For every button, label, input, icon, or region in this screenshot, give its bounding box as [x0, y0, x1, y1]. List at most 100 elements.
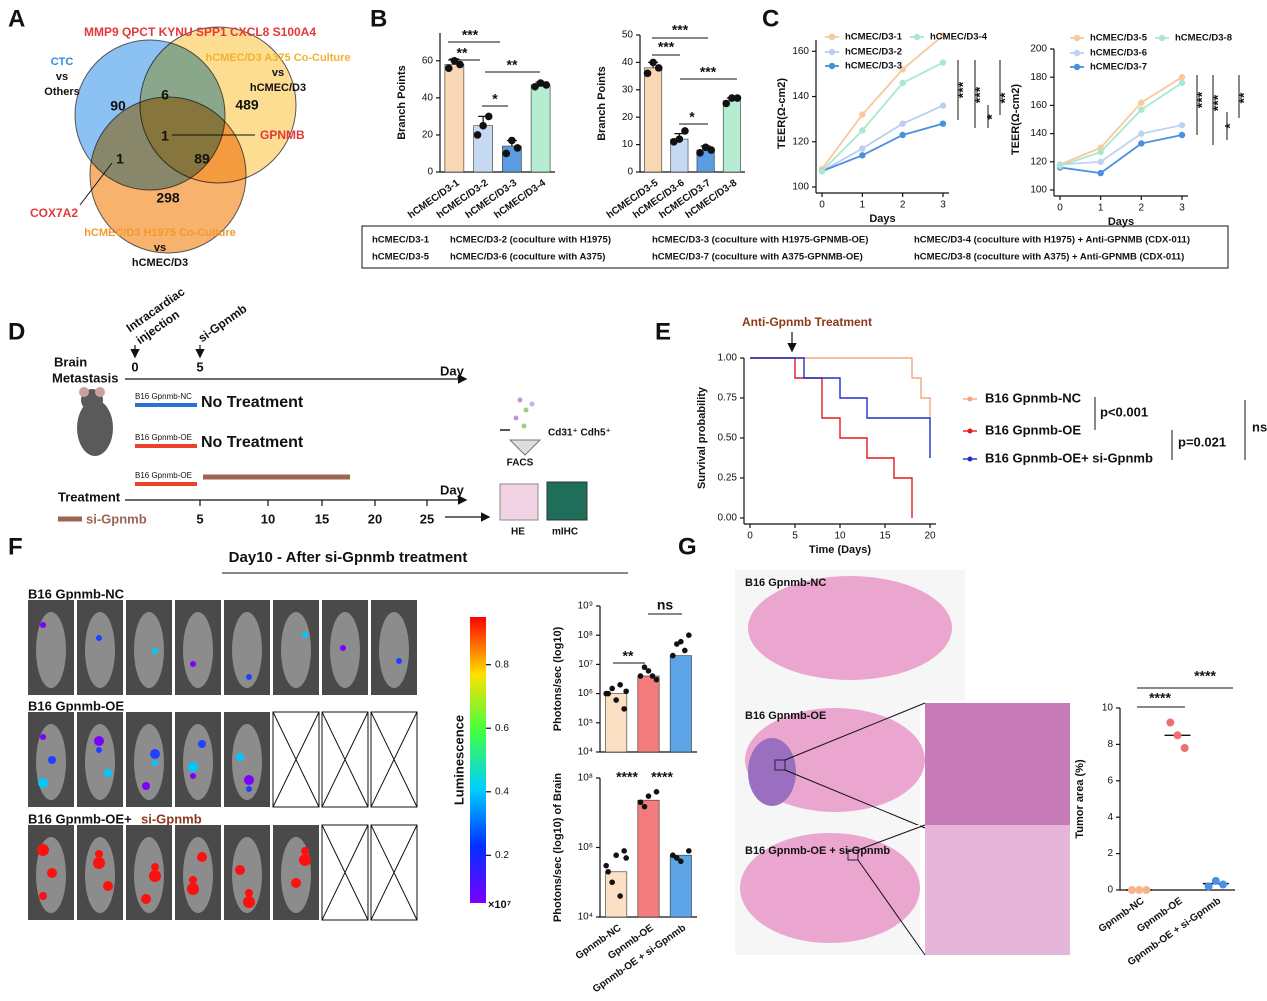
- mouse-image: [281, 612, 311, 688]
- label: HE: [511, 527, 525, 538]
- marker: [1138, 99, 1145, 106]
- data-point: [675, 135, 684, 143]
- annotation: ***: [672, 22, 689, 38]
- signal: [151, 863, 159, 871]
- set-label: CTC: [51, 56, 74, 68]
- region-count: 90: [110, 98, 126, 114]
- marker: [1097, 148, 1104, 156]
- y-tick-label: 10⁶: [578, 842, 593, 853]
- marker: [859, 127, 866, 134]
- data-point: [649, 673, 656, 679]
- annotation: ***: [462, 27, 479, 43]
- region-count: 1: [116, 151, 124, 167]
- y-axis-label: TEER(Ω-cm2): [776, 78, 788, 149]
- group-label: B16 Gpnmb-OE: [135, 471, 192, 480]
- annotation: **: [457, 45, 468, 61]
- region-count: 6: [161, 87, 169, 103]
- data-point: [728, 94, 736, 102]
- legend-label: hCMEC/D3-5: [1090, 33, 1148, 44]
- section-title: Day10 - After si-Gpnmb treatment: [229, 549, 468, 566]
- signal: [198, 740, 206, 748]
- data-point: [609, 879, 615, 886]
- y-tick-label: 60: [422, 55, 434, 66]
- marker: [939, 59, 947, 66]
- mouse-image: [134, 612, 164, 688]
- x-tick-label: 15: [879, 531, 891, 542]
- y-axis-label: Branch Points: [596, 66, 608, 141]
- line: [821, 104, 944, 172]
- legend-label: B16 Gpnmb-NC: [985, 390, 1082, 405]
- signal: [93, 857, 105, 869]
- data-point: [649, 58, 657, 67]
- x-tick-label: 0: [747, 531, 753, 542]
- y-tick-label: 0: [427, 167, 433, 178]
- colorbar: [470, 617, 486, 903]
- legend-cell: hCMEC/D3-1: [372, 235, 430, 246]
- mouse-image: [183, 612, 213, 688]
- data-point: [670, 652, 676, 659]
- tumor: [748, 738, 796, 806]
- data-point: [456, 60, 464, 69]
- he-image: [499, 483, 539, 521]
- annotation: **: [623, 648, 634, 664]
- y-tick-label: 10⁵: [578, 717, 593, 728]
- annotation: *: [984, 114, 1000, 120]
- y-tick-label: 0.25: [718, 473, 738, 484]
- y-axis-label: Photons/sec (log10): [552, 626, 564, 731]
- y-tick-label: 100: [792, 182, 809, 193]
- y-tick-label: 180: [1030, 72, 1047, 83]
- signal: [246, 674, 252, 680]
- brain-section: [740, 833, 920, 943]
- legend-swatch: [1073, 49, 1081, 57]
- y-tick-label: 2: [1107, 848, 1113, 859]
- facs-dot: [529, 401, 535, 407]
- data-point: [707, 146, 716, 154]
- annotation: ****: [616, 769, 638, 785]
- row-label: B16 Gpnmb-OE: [28, 698, 124, 713]
- x-tick-label: 0: [1057, 203, 1063, 214]
- data-point: [450, 57, 459, 65]
- facs-dot: [517, 397, 523, 403]
- data-point: [733, 94, 742, 102]
- label: ×10⁷: [488, 899, 512, 911]
- x-tick-label: 3: [940, 200, 946, 211]
- x-tick-label: 20: [924, 531, 936, 542]
- x-axis-label: Days: [1108, 216, 1134, 228]
- signal: [246, 786, 252, 792]
- data-point: [641, 664, 648, 671]
- data-point: [623, 688, 629, 695]
- label: Cd31⁺ Cdh5⁺: [548, 428, 611, 439]
- bar: [722, 100, 741, 173]
- empty-slot: [321, 711, 369, 808]
- x-tick-label: 10: [834, 531, 846, 542]
- marker: [899, 79, 906, 87]
- data-point: [473, 131, 482, 139]
- data-point: [542, 81, 551, 89]
- y-tick-label: 10⁹: [578, 601, 593, 612]
- y-tick-label: 40: [622, 57, 634, 68]
- signal: [244, 775, 254, 785]
- y-tick-label: 0.50: [718, 433, 738, 444]
- y-tick-label: 10: [1102, 703, 1114, 714]
- image-label: B16 Gpnmb-OE + si-Gpnmb: [745, 845, 890, 857]
- row-label: B16 Gpnmb-NC: [28, 586, 125, 601]
- annotation: ***: [955, 81, 971, 98]
- panel-letter: B: [370, 5, 387, 32]
- label: Treatment: [58, 489, 121, 504]
- marker: [1097, 158, 1104, 165]
- zoom-box: [774, 759, 786, 771]
- y-tick-label: 10: [622, 139, 634, 150]
- panel-letter: F: [8, 533, 23, 560]
- label: Brain: [54, 354, 87, 369]
- legend-swatch: [828, 62, 836, 70]
- signal: [340, 645, 346, 651]
- mouse-image: [85, 837, 115, 913]
- bar: [669, 655, 692, 753]
- legend-swatch: [967, 456, 973, 462]
- y-axis-label: Photons/sec (log10) of Brain: [552, 773, 564, 922]
- time-tick: 25: [420, 511, 434, 526]
- y-tick-label: 4: [1107, 812, 1113, 823]
- bar: [605, 871, 628, 918]
- set-label: hCMEC/D3: [132, 257, 188, 269]
